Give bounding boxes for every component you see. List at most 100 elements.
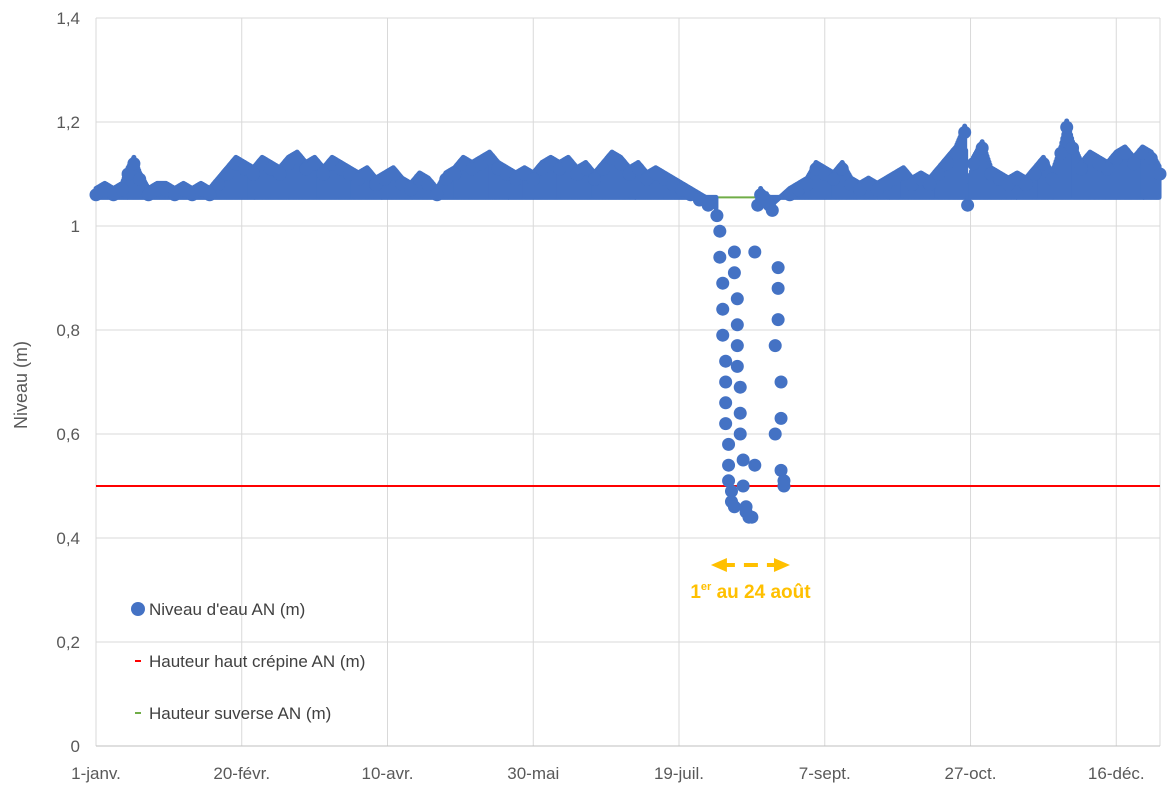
data-point	[730, 359, 744, 373]
data-point	[733, 406, 747, 420]
data-point	[719, 396, 733, 410]
data-point	[121, 167, 135, 181]
data-point	[722, 458, 736, 472]
data-point	[966, 157, 980, 171]
data-point	[835, 162, 849, 176]
data-point	[1074, 162, 1088, 176]
data-point	[308, 157, 322, 171]
reference-lines	[96, 196, 1160, 487]
data-point	[1118, 146, 1132, 160]
data-point	[730, 292, 744, 306]
data-point	[975, 141, 989, 155]
x-tick-label: 20-févr.	[213, 764, 270, 783]
data-points	[89, 118, 1167, 524]
data-point	[579, 162, 593, 176]
data-point	[733, 427, 747, 441]
data-point	[961, 198, 975, 212]
data-point	[713, 224, 727, 238]
data-point	[716, 302, 730, 316]
data-point	[719, 354, 733, 368]
data-point	[115, 183, 129, 197]
data-point	[1153, 167, 1167, 181]
data-point	[710, 209, 724, 223]
data-point	[1045, 172, 1059, 186]
data-point	[730, 318, 744, 332]
data-point	[430, 188, 444, 202]
x-tick-label: 16-déc.	[1088, 764, 1145, 783]
y-tick-label: 0,2	[56, 633, 80, 652]
data-point	[273, 167, 287, 181]
data-point	[1066, 141, 1080, 155]
data-point	[765, 203, 779, 217]
data-point	[701, 198, 715, 212]
data-point	[127, 157, 141, 171]
data-point	[133, 172, 147, 186]
data-point	[716, 328, 730, 342]
y-tick-label: 1	[71, 217, 80, 236]
data-point	[719, 375, 733, 389]
data-point	[1036, 157, 1050, 171]
data-point	[386, 167, 400, 181]
data-point	[777, 479, 791, 493]
x-tick-label: 1-janv.	[71, 764, 121, 783]
data-point	[203, 188, 217, 202]
data-point	[716, 276, 730, 290]
y-axis-title: Niveau (m)	[11, 341, 31, 429]
data-point	[774, 411, 788, 425]
y-tick-label: 1,2	[56, 113, 80, 132]
y-tick-label: 0	[71, 737, 80, 756]
y-tick-label: 0,6	[56, 425, 80, 444]
y-tick-label: 0,8	[56, 321, 80, 340]
data-point	[949, 146, 963, 160]
data-point	[774, 375, 788, 389]
data-point	[940, 157, 954, 171]
data-point	[1127, 157, 1141, 171]
data-point	[614, 157, 628, 171]
data-point	[526, 172, 540, 186]
data-point	[931, 167, 945, 181]
data-point	[1101, 162, 1115, 176]
annotation-arrowhead-left	[710, 558, 727, 572]
data-point	[771, 281, 785, 295]
x-tick-label: 10-avr.	[362, 764, 414, 783]
data-point	[722, 437, 736, 451]
data-point	[1144, 151, 1158, 165]
data-point	[211, 177, 225, 191]
data-point	[727, 245, 741, 259]
data-point	[736, 453, 750, 467]
data-point	[421, 177, 435, 191]
data-point	[587, 172, 601, 186]
data-point	[771, 313, 785, 327]
y-tick-label: 0,4	[56, 529, 80, 548]
x-tick-label: 19-juil.	[654, 764, 704, 783]
data-point	[448, 167, 462, 181]
data-point	[246, 167, 260, 181]
x-tick-label: 7-sept.	[799, 764, 851, 783]
data-point	[290, 151, 304, 165]
data-point	[748, 245, 762, 259]
data-point	[774, 463, 788, 477]
data-point	[1028, 167, 1042, 181]
annotation-arrowhead-right	[773, 558, 790, 572]
data-point	[722, 474, 736, 488]
annotation-text: 1er au 24 août	[690, 581, 811, 603]
data-point	[748, 458, 762, 472]
data-point	[404, 183, 418, 197]
data-point	[1060, 120, 1074, 134]
data-point	[727, 500, 741, 514]
grid-layer	[95, 17, 1161, 747]
legend-label: Niveau d'eau AN (m)	[149, 600, 305, 619]
data-point	[713, 250, 727, 264]
data-point	[768, 427, 782, 441]
data-point	[736, 479, 750, 493]
data-point	[923, 177, 937, 191]
legend-marker-scatter	[131, 602, 145, 616]
legend-label: Hauteur suverse AN (m)	[149, 704, 331, 723]
y-tick-label: 1,4	[56, 9, 80, 28]
data-point	[730, 339, 744, 353]
data-point	[727, 266, 741, 280]
data-point	[745, 510, 759, 524]
data-point	[360, 167, 374, 181]
